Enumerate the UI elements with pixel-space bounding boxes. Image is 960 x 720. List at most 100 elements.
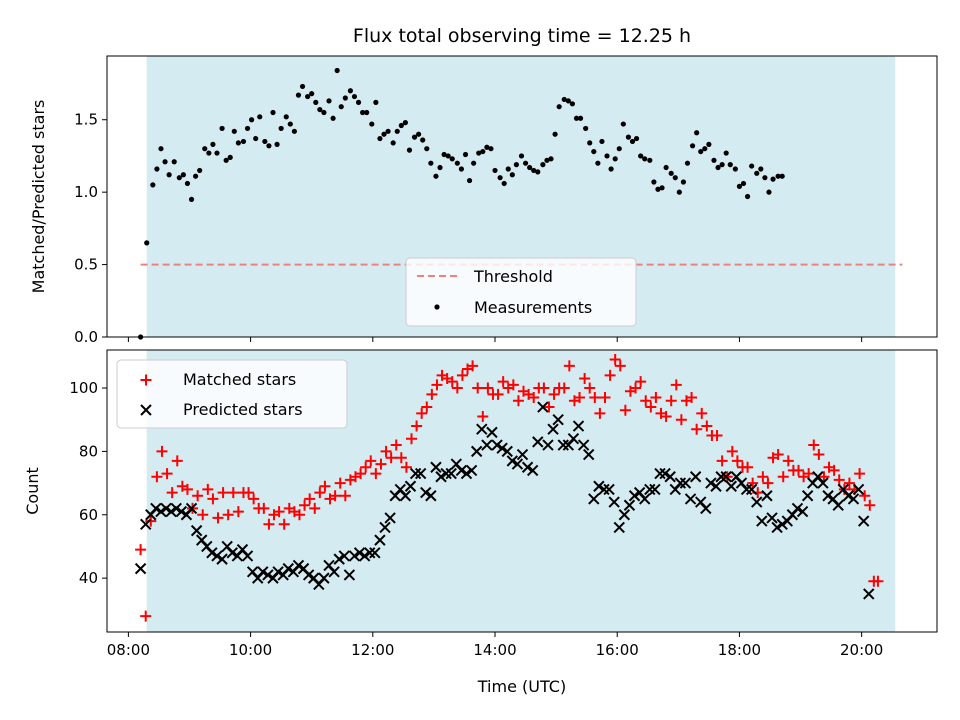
- measurement-point: [620, 121, 626, 127]
- measurement-point: [406, 147, 413, 153]
- x-tick-label: 12:00: [351, 641, 394, 659]
- predicted-star-point: [414, 467, 427, 480]
- measurement-point: [702, 146, 708, 152]
- matched-star-point: [192, 490, 204, 502]
- bottom-panel: 40 60 80 100 08:00 10:00 12:00 14:00 16:00 18:00…: [23, 349, 938, 696]
- measurement-point: [651, 179, 657, 185]
- predicted-star-point: [262, 569, 274, 581]
- matched-star-point: [370, 468, 382, 480]
- predicted-star-point: [516, 448, 529, 461]
- predicted-star-point: [745, 483, 758, 496]
- measurement-point: [253, 135, 259, 142]
- top-y-tick-label: 0.0: [74, 328, 98, 346]
- matched-star-point: [314, 487, 326, 499]
- matched-star-point: [263, 518, 275, 530]
- top-y-tick-label: 1.0: [74, 183, 98, 201]
- x-tick-label: 08:00: [107, 641, 150, 659]
- threshold-legend-label: Threshold: [473, 267, 553, 286]
- predicted-star-point: [659, 467, 671, 480]
- measurement-point: [471, 160, 477, 166]
- measurement-point: [668, 170, 674, 176]
- measurement-point: [270, 109, 276, 116]
- measurement-point: [689, 143, 696, 149]
- measurement-point: [411, 134, 418, 140]
- predicted-star-point: [328, 566, 340, 578]
- predicted-star-point: [455, 464, 468, 477]
- matched-star-point: [558, 382, 570, 394]
- predicted-star-point: [654, 467, 666, 480]
- matched-star-point: [635, 376, 647, 388]
- matched-star-point: [375, 458, 387, 470]
- measurement-point: [779, 173, 785, 179]
- bottom-y-tick-label: 80: [79, 442, 98, 460]
- matched-star-point: [538, 382, 550, 394]
- predicted-star-point: [725, 480, 737, 492]
- measurement-point: [214, 150, 220, 156]
- matched-star-point: [492, 388, 504, 400]
- predicted-star-point: [353, 547, 366, 559]
- measurement-point: [206, 150, 212, 156]
- matched-star-point: [273, 506, 285, 518]
- matched-star-point: [650, 392, 662, 404]
- matched-star-point: [181, 483, 193, 495]
- measurement-point: [219, 125, 225, 132]
- predicted-star-point: [863, 588, 875, 600]
- measurement-point: [513, 162, 519, 168]
- matched-star-point: [355, 468, 367, 480]
- predicted-star-point: [751, 496, 763, 508]
- measurement-point: [197, 167, 203, 174]
- measurement-point: [158, 146, 164, 152]
- matched-star-point: [426, 388, 438, 400]
- measurement-point: [758, 166, 764, 172]
- matched-star-point: [594, 407, 606, 419]
- matched-star-point: [599, 392, 611, 404]
- matched-star-point: [782, 455, 794, 467]
- measurement-point: [317, 106, 323, 113]
- measurement-point: [458, 166, 465, 172]
- measurement-point: [466, 177, 473, 184]
- measurement-point: [193, 173, 199, 179]
- matched-star-point: [747, 477, 759, 489]
- matched-star-point: [161, 468, 173, 480]
- measurement-point: [732, 166, 738, 172]
- matched-star-point: [365, 455, 377, 467]
- predicted-star-point: [257, 566, 269, 578]
- measurement-point: [633, 135, 640, 142]
- measurement-point: [488, 146, 494, 152]
- measurement-point: [552, 131, 558, 137]
- matched-star-point: [360, 461, 372, 473]
- measurement-point: [351, 93, 358, 100]
- predicted-star-point: [582, 448, 595, 461]
- predicted-star-point: [364, 547, 376, 559]
- predicted-star-point: [628, 490, 641, 502]
- measurement-point: [257, 114, 263, 120]
- measurement-point: [766, 189, 772, 195]
- measurement-point: [420, 137, 426, 143]
- measurement-point: [587, 140, 593, 146]
- measurement-point: [616, 146, 622, 152]
- predicted-star-point: [710, 480, 722, 492]
- predicted-star-point: [603, 483, 615, 496]
- measurement-point: [647, 157, 653, 163]
- predicted-star-point: [506, 455, 519, 467]
- predicted-star-point: [430, 461, 442, 473]
- predicted-star-point: [348, 550, 361, 562]
- predicted-star-point: [241, 550, 254, 562]
- measurement-point: [501, 180, 507, 187]
- measurement-point: [299, 83, 306, 90]
- measurement-point: [188, 196, 195, 202]
- predicted-star-point: [435, 471, 447, 483]
- matched-star-point: [406, 433, 418, 445]
- measurement-point: [744, 193, 751, 200]
- matched-star-point: [319, 480, 331, 492]
- matched-star-point: [777, 471, 789, 483]
- matched-star-point: [563, 360, 575, 372]
- measurement-point: [231, 128, 237, 134]
- predicted-star-point: [282, 562, 294, 575]
- predicted-star-point: [165, 505, 177, 518]
- matched-star-point: [726, 445, 738, 457]
- predicted-star-point: [358, 550, 371, 562]
- predicted-star-point: [715, 471, 727, 483]
- matched-star-point: [818, 471, 830, 483]
- measurement-point: [342, 95, 348, 101]
